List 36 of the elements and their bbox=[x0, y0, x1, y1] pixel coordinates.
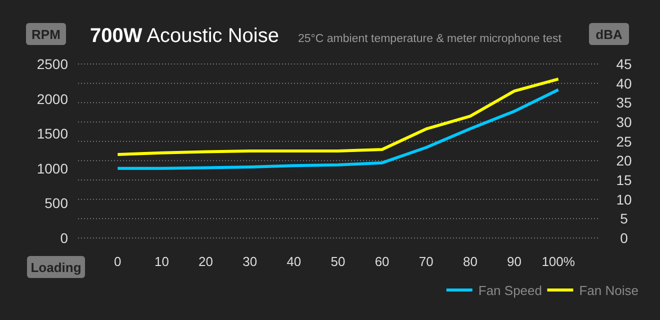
y2-tick-label: 25 bbox=[616, 133, 632, 150]
line-series bbox=[116, 88, 560, 170]
chart-title: 700W Acoustic Noise bbox=[90, 25, 279, 47]
y2-tick-label: 10 bbox=[616, 191, 632, 208]
y2-tick-label: 5 bbox=[620, 210, 628, 227]
y-tick-label: 500 bbox=[44, 195, 68, 212]
x-tick-label: 0 bbox=[114, 254, 122, 269]
legend-label: Fan Speed bbox=[478, 283, 542, 298]
x-tick-label: 90 bbox=[507, 254, 522, 269]
y-axis-title: RPM bbox=[32, 27, 60, 42]
legend-label: Fan Noise bbox=[579, 283, 638, 298]
line-series bbox=[116, 78, 560, 156]
y-tick-label: 2500 bbox=[36, 56, 68, 72]
x-tick-label: 100% bbox=[542, 254, 576, 269]
y2-tick-label: 20 bbox=[616, 152, 632, 169]
y-tick-label: 0 bbox=[60, 230, 68, 246]
y2-tick-label: 45 bbox=[616, 56, 632, 72]
y2-tick-label: 0 bbox=[620, 230, 628, 246]
x-tick-label: 20 bbox=[198, 254, 214, 269]
x-axis-title: Loading bbox=[30, 260, 82, 275]
y2-axis-title: dBA bbox=[596, 27, 623, 42]
x-tick-label: 80 bbox=[462, 254, 478, 269]
x-tick-label: 60 bbox=[374, 254, 390, 269]
y2-tick-label: 30 bbox=[616, 114, 632, 130]
x-tick-label: 10 bbox=[154, 254, 169, 269]
chart-subtitle: 25°C ambient temperature & meter microphone test bbox=[298, 33, 562, 45]
y2-tick-label: 35 bbox=[616, 94, 632, 111]
y2-tick-label: 40 bbox=[616, 75, 632, 92]
y-tick-label: 2000 bbox=[36, 90, 68, 107]
x-tick-label: 40 bbox=[286, 254, 302, 269]
y2-tick-label: 15 bbox=[616, 172, 632, 188]
y-tick-label: 1500 bbox=[36, 126, 68, 142]
x-tick-label: 30 bbox=[242, 254, 258, 269]
y-tick-label: 1000 bbox=[36, 160, 68, 176]
x-tick-label: 50 bbox=[330, 254, 346, 269]
x-tick-label: 70 bbox=[418, 254, 434, 269]
